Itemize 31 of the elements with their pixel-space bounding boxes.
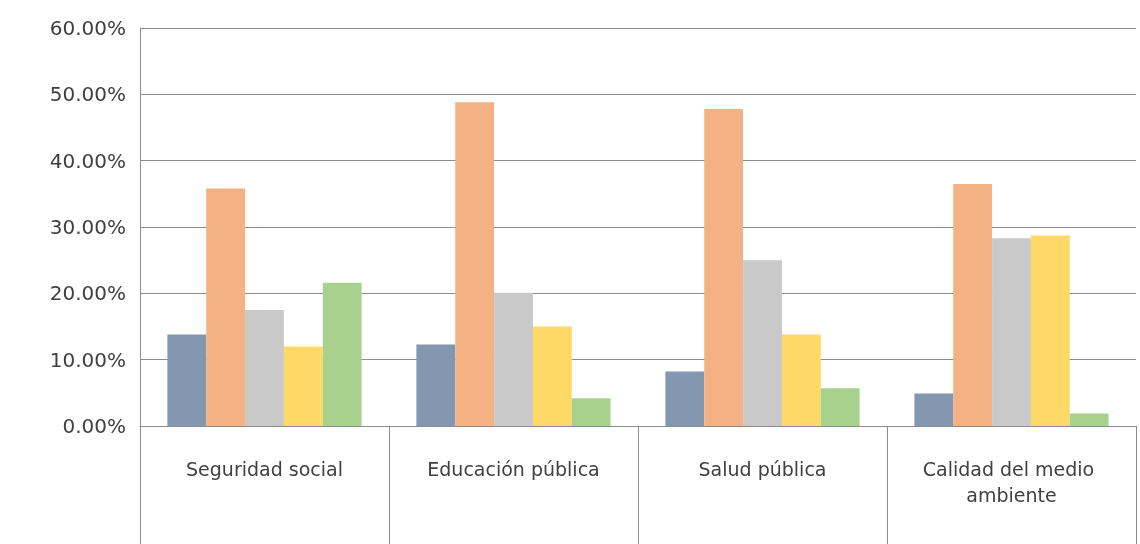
- bar: [571, 398, 611, 426]
- bar: [1069, 413, 1109, 426]
- x-tick-label: Calidad del medio ambiente: [922, 458, 1101, 506]
- y-tick-label: 60.00%: [49, 16, 126, 40]
- bar: [781, 334, 821, 426]
- bar: [665, 371, 705, 426]
- bar: [416, 344, 456, 426]
- bar: [1030, 235, 1070, 426]
- y-tick-label: 30.00%: [49, 215, 126, 239]
- bar: [283, 346, 323, 426]
- bar: [704, 108, 744, 426]
- bar: [206, 188, 246, 426]
- y-tick-label: 10.00%: [49, 347, 126, 372]
- y-tick-label: 0.00%: [62, 414, 126, 438]
- x-tick-label: Salud pública: [698, 458, 827, 480]
- y-tick-label: 20.00%: [49, 281, 126, 306]
- bar: [820, 388, 860, 426]
- bar: [167, 334, 207, 426]
- bar: [953, 183, 993, 426]
- x-tick-label: Educación pública: [427, 458, 600, 480]
- bar: [245, 309, 284, 426]
- x-tick-label: Seguridad social: [186, 458, 343, 480]
- bar: [743, 260, 782, 426]
- bar: [532, 326, 572, 426]
- bar: [322, 282, 362, 426]
- y-tick-label: 40.00%: [49, 148, 126, 173]
- bar: [455, 102, 495, 426]
- bar: [494, 292, 533, 426]
- bar: [992, 238, 1031, 426]
- y-tick-label: 50.00%: [49, 82, 126, 107]
- bar: [914, 393, 954, 426]
